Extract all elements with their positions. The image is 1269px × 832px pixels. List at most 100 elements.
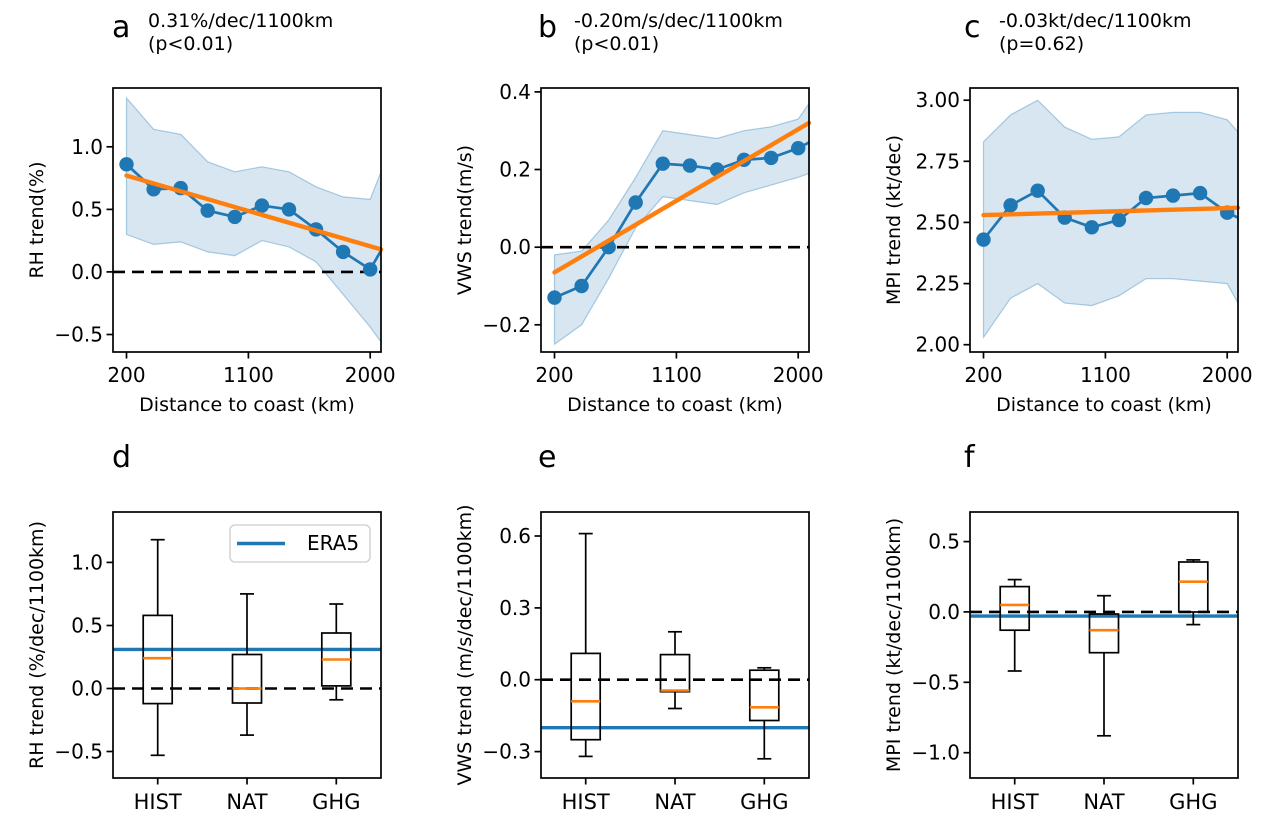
panel-a-plot: 200 1100 2000 1.0 0.5 0.0 −0.5 Distance to coas… <box>26 87 396 416</box>
x-tick-label: 2000 <box>1202 363 1253 387</box>
box <box>1177 561 1209 613</box>
data-point <box>763 150 779 166</box>
boxplot-nat <box>659 630 691 710</box>
data-point <box>1165 188 1181 203</box>
y-tick-label: 3.00 <box>915 88 960 112</box>
y-tick-label: 2.25 <box>915 272 960 296</box>
trend-line <box>981 205 1241 218</box>
legend-label: ERA5 <box>307 531 359 555</box>
data-point <box>254 198 270 213</box>
data-point <box>682 158 698 173</box>
confidence-band <box>553 101 810 346</box>
panel-letter-f: f <box>964 440 975 475</box>
x-axis-label: Distance to coast (km) <box>567 394 783 416</box>
x-tick-label: 200 <box>964 363 1002 387</box>
y-tick-label: 0.5 <box>71 197 103 221</box>
y-tick-label: −0.3 <box>482 740 531 764</box>
axes-frame <box>969 87 1239 353</box>
panel-letter-a: a <box>112 10 131 45</box>
x-tick-label: 2000 <box>773 363 824 387</box>
box <box>999 585 1031 632</box>
panel-letter-c: c <box>964 10 981 45</box>
y-tick-label: 0.3 <box>499 596 531 620</box>
trend-line <box>552 120 812 275</box>
y-tick-label: 0.4 <box>499 80 531 104</box>
panel-annotation-c: -0.03kt/dec/1100km (p=0.62) <box>999 10 1191 56</box>
annotation-trend-value: -0.20m/s/dec/1100km <box>574 10 783 32</box>
y-tick-label: 0.2 <box>499 158 531 182</box>
data-point <box>655 156 670 171</box>
confidence-band <box>982 99 1239 340</box>
box <box>1088 613 1120 654</box>
boxplot-ghg <box>320 603 352 701</box>
data-point <box>200 203 215 218</box>
x-tick-label: 1100 <box>651 363 702 387</box>
y-axis-label: VWS trend(m/s) <box>454 145 476 295</box>
category-label-hist: HIST <box>134 790 182 814</box>
data-point <box>791 141 806 156</box>
category-label-nat: NAT <box>654 790 695 814</box>
panel-b-plot: 200 1100 2000 0.4 0.2 0.0 −0.2 Distance to coas… <box>454 80 824 416</box>
y-tick-label: 0.0 <box>71 260 103 284</box>
y-axis-label: RH trend(%) <box>26 161 48 278</box>
legend: ERA5 <box>229 524 371 563</box>
data-point <box>1003 198 1018 213</box>
x-tick-label: 200 <box>535 363 573 387</box>
boxplot-nat <box>231 593 263 736</box>
y-tick-label: 1.0 <box>71 550 103 574</box>
x-tick-label: 2000 <box>345 363 396 387</box>
boxplot-hist <box>999 578 1031 672</box>
axes-frame <box>969 511 1239 779</box>
category-label-nat: NAT <box>1083 790 1124 814</box>
y-tick-label: −0.5 <box>54 740 103 764</box>
data-point <box>547 290 562 305</box>
y-tick-label: 2.75 <box>915 149 960 173</box>
y-tick-label: 0.0 <box>499 235 531 259</box>
data-point <box>281 202 297 217</box>
y-tick-label: 0.5 <box>928 530 960 554</box>
y-tick-label: 0.6 <box>499 524 531 548</box>
legend-box <box>229 524 371 563</box>
data-point <box>1111 212 1127 228</box>
y-tick-label: 0.0 <box>71 677 103 701</box>
y-tick-label: 1.0 <box>71 135 103 159</box>
boxplot-ghg <box>748 666 780 760</box>
y-tick-label: 2.00 <box>915 333 960 357</box>
y-tick-label: −0.5 <box>54 323 103 347</box>
y-tick-label: −1.0 <box>911 741 960 765</box>
data-point <box>363 262 378 277</box>
x-axis-label: Distance to coast (km) <box>996 394 1212 416</box>
annotation-p-value: (p=0.62) <box>999 33 1085 55</box>
panel-letter-e: e <box>538 440 557 475</box>
y-tick-label: 2.50 <box>915 210 960 234</box>
y-axis-label: RH trend (%/dec/1100km) <box>26 521 48 769</box>
data-point <box>1084 220 1099 235</box>
y-tick-label: 0.0 <box>499 668 531 692</box>
y-axis-label: MPI trend (kt/dec/1100km) <box>883 518 905 772</box>
annotation-p-value: (p<0.01) <box>148 33 234 55</box>
y-axis-label: VWS trend (m/s/dec/1100km) <box>454 504 476 785</box>
annotation-trend-value: 0.31%/dec/1100km <box>148 10 334 32</box>
category-label-hist: HIST <box>562 790 610 814</box>
data-point <box>227 209 242 225</box>
data-point <box>976 232 991 247</box>
category-label-ghg: GHG <box>740 790 788 814</box>
panel-annotation-b: -0.20m/s/dec/1100km (p<0.01) <box>574 10 783 56</box>
data-point <box>574 278 589 294</box>
boxplot-hist <box>570 532 602 758</box>
category-label-ghg: GHG <box>312 790 360 814</box>
panel-c-plot: 200 1100 2000 3.00 2.75 2.50 2.25 2.00 Distance … <box>883 87 1253 416</box>
x-axis-label: Distance to coast (km) <box>139 394 355 416</box>
panel-d-plot: HIST NAT GHG 1.0 0.5 0.0 −0.5 RH trend (%/dec/1… <box>26 511 382 814</box>
panel-letter-b: b <box>538 10 558 45</box>
panel-letter-d: d <box>112 440 132 475</box>
category-label-ghg: GHG <box>1169 790 1217 814</box>
data-point <box>119 157 134 172</box>
box <box>659 653 691 693</box>
data-point <box>1030 183 1045 198</box>
boxplot-hist <box>142 538 174 757</box>
box <box>570 652 602 741</box>
confidence-band <box>125 96 382 344</box>
y-tick-label: 0.0 <box>928 600 960 624</box>
